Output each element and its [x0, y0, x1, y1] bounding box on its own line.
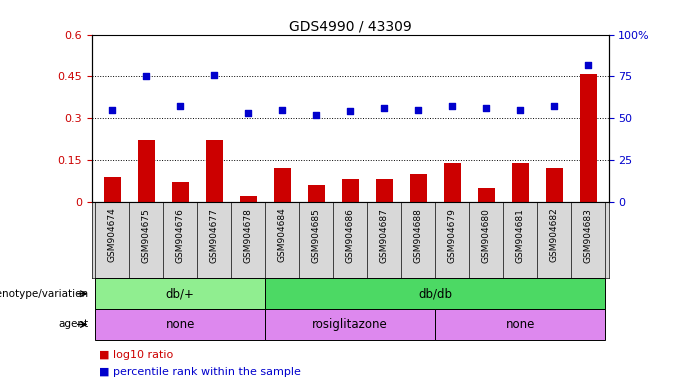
- Point: [447, 103, 458, 109]
- Bar: [239, 196, 257, 202]
- Point: [141, 73, 152, 79]
- Bar: [104, 177, 121, 202]
- Bar: [409, 174, 426, 202]
- Bar: [545, 168, 562, 202]
- Text: GSM904678: GSM904678: [243, 208, 253, 263]
- Bar: [307, 185, 325, 202]
- Text: GSM904688: GSM904688: [413, 208, 423, 263]
- Bar: [435, 309, 605, 340]
- Bar: [443, 163, 460, 202]
- Bar: [341, 179, 358, 202]
- Point: [413, 107, 424, 113]
- Bar: [511, 163, 528, 202]
- Text: none: none: [165, 318, 195, 331]
- Text: GSM904679: GSM904679: [447, 208, 457, 263]
- Text: GSM904677: GSM904677: [209, 208, 219, 263]
- Point: [515, 107, 526, 113]
- Text: GSM904675: GSM904675: [141, 208, 151, 263]
- Point: [277, 107, 288, 113]
- Text: GSM904684: GSM904684: [277, 208, 287, 263]
- Text: none: none: [505, 318, 535, 331]
- Text: GSM904685: GSM904685: [311, 208, 321, 263]
- Bar: [579, 74, 596, 202]
- Text: GSM904687: GSM904687: [379, 208, 389, 263]
- Bar: [95, 278, 265, 309]
- Point: [311, 112, 322, 118]
- Point: [583, 61, 594, 68]
- Bar: [171, 182, 188, 202]
- Point: [549, 103, 560, 109]
- Point: [243, 110, 254, 116]
- Text: rosiglitazone: rosiglitazone: [312, 318, 388, 331]
- Text: genotype/variation: genotype/variation: [0, 289, 88, 299]
- Bar: [265, 278, 605, 309]
- Text: GSM904686: GSM904686: [345, 208, 355, 263]
- Text: agent: agent: [58, 319, 88, 329]
- Text: GSM904674: GSM904674: [107, 208, 117, 263]
- Text: ■ percentile rank within the sample: ■ percentile rank within the sample: [99, 367, 301, 377]
- Point: [107, 107, 118, 113]
- Text: GSM904676: GSM904676: [175, 208, 185, 263]
- Text: GSM904682: GSM904682: [549, 208, 559, 263]
- Text: GSM904680: GSM904680: [481, 208, 491, 263]
- Text: GSM904681: GSM904681: [515, 208, 525, 263]
- Bar: [205, 141, 222, 202]
- Text: db/db: db/db: [418, 287, 452, 300]
- Point: [379, 105, 390, 111]
- Text: db/+: db/+: [166, 287, 194, 300]
- Bar: [137, 141, 155, 202]
- Point: [175, 103, 186, 109]
- Bar: [265, 309, 435, 340]
- Point: [481, 105, 492, 111]
- Text: ■ log10 ratio: ■ log10 ratio: [99, 350, 173, 360]
- Title: GDS4990 / 43309: GDS4990 / 43309: [289, 20, 411, 33]
- Bar: [273, 168, 291, 202]
- Bar: [95, 309, 265, 340]
- Bar: [375, 179, 392, 202]
- Point: [209, 71, 220, 78]
- Bar: [477, 188, 494, 202]
- Point: [345, 108, 356, 114]
- Text: GSM904683: GSM904683: [583, 208, 593, 263]
